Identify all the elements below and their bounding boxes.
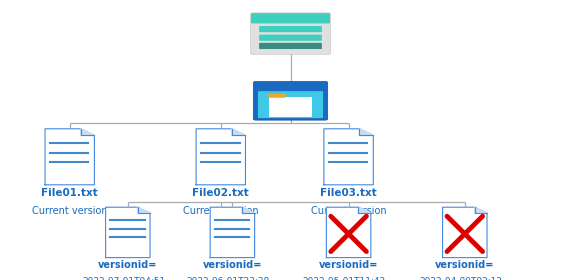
FancyBboxPatch shape: [268, 94, 286, 98]
Polygon shape: [358, 207, 371, 213]
Text: Current version: Current version: [183, 206, 259, 216]
Polygon shape: [327, 207, 371, 258]
FancyBboxPatch shape: [259, 26, 322, 32]
Text: Current version: Current version: [32, 206, 107, 216]
FancyBboxPatch shape: [259, 43, 322, 49]
Polygon shape: [106, 207, 150, 258]
FancyBboxPatch shape: [253, 81, 328, 120]
Text: File01.txt: File01.txt: [41, 188, 98, 198]
Text: File03.txt: File03.txt: [320, 188, 377, 198]
Polygon shape: [45, 129, 95, 185]
Text: 2022-06-01T23:38...: 2022-06-01T23:38...: [187, 277, 278, 280]
FancyBboxPatch shape: [251, 13, 330, 24]
FancyBboxPatch shape: [259, 35, 322, 41]
Text: versionid=: versionid=: [203, 260, 262, 270]
Text: versionid=: versionid=: [435, 260, 494, 270]
Text: versionid=: versionid=: [98, 260, 157, 270]
Polygon shape: [324, 129, 373, 185]
Text: 2022-05-01T11:42...: 2022-05-01T11:42...: [303, 277, 394, 280]
FancyBboxPatch shape: [250, 13, 331, 54]
FancyBboxPatch shape: [269, 97, 312, 117]
Text: Current version: Current version: [311, 206, 386, 216]
Polygon shape: [242, 207, 254, 213]
FancyBboxPatch shape: [258, 91, 323, 118]
Polygon shape: [138, 207, 150, 213]
Text: versionid=: versionid=: [319, 260, 378, 270]
Polygon shape: [475, 207, 487, 213]
Polygon shape: [443, 207, 487, 258]
Polygon shape: [232, 129, 245, 136]
Text: 2022-04-09T02:12...: 2022-04-09T02:12...: [419, 277, 511, 280]
Text: File02.txt: File02.txt: [192, 188, 249, 198]
Polygon shape: [196, 129, 245, 185]
Polygon shape: [360, 129, 373, 136]
Text: 2022-07-01T04:51...: 2022-07-01T04:51...: [82, 277, 174, 280]
Polygon shape: [210, 207, 254, 258]
Polygon shape: [81, 129, 95, 136]
